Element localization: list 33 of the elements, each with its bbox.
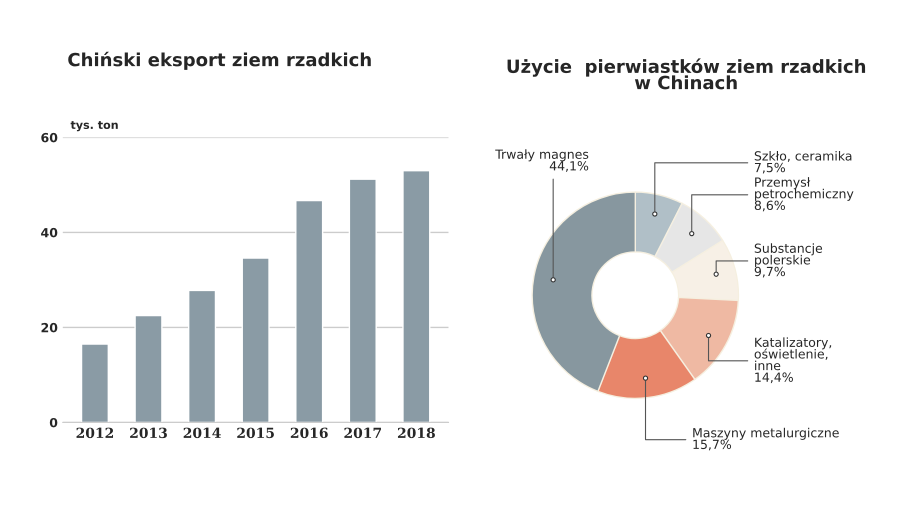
data-label: 8,6% bbox=[754, 200, 785, 212]
x-tick-label: 2016 bbox=[290, 428, 328, 438]
slice-label: Przemysł petrochemiczny bbox=[755, 177, 854, 201]
x-tick-label: 2012 bbox=[76, 428, 114, 438]
bar bbox=[134, 314, 163, 422]
x-tick-label: 2015 bbox=[237, 428, 274, 438]
slice-label: Szkło, ceramika bbox=[754, 150, 852, 162]
slice-label: Maszyny metalurgiczne bbox=[693, 428, 839, 440]
x-tick-label: 2017 bbox=[344, 428, 381, 438]
y-tick-label: 0 bbox=[50, 418, 58, 428]
bar bbox=[80, 343, 110, 422]
bar bbox=[402, 170, 430, 422]
y-tick-label: 20 bbox=[42, 322, 58, 332]
chart-title: Chiński eksport ziem rzadkich bbox=[68, 52, 371, 70]
x-tick-label: 2014 bbox=[184, 428, 221, 438]
slice-label: Trwały magnes bbox=[495, 149, 588, 162]
bar bbox=[188, 290, 216, 422]
bar bbox=[348, 178, 377, 422]
data-label: 44,1% bbox=[550, 161, 588, 172]
x-tick-label: 2013 bbox=[130, 428, 167, 438]
y-tick-label: 60 bbox=[41, 132, 58, 142]
chart-title: Użycie pierwiastków ziem rzadkich w Chinach bbox=[508, 58, 866, 90]
slice-label: Substancje polerskie bbox=[754, 243, 822, 267]
bar bbox=[242, 257, 270, 422]
x-tick-label: 2018 bbox=[398, 428, 435, 438]
y-tick-label: 40 bbox=[41, 228, 58, 238]
data-label: 7,5% bbox=[754, 162, 785, 174]
slice-label: Katalizatory, oświetlenie, inne bbox=[754, 337, 832, 370]
y-axis-title: tys. ton bbox=[70, 121, 118, 132]
data-label: 15,7% bbox=[693, 440, 732, 450]
data-label: 9,7% bbox=[754, 266, 785, 278]
bar bbox=[295, 200, 324, 422]
data-label: 14,4% bbox=[755, 372, 793, 384]
